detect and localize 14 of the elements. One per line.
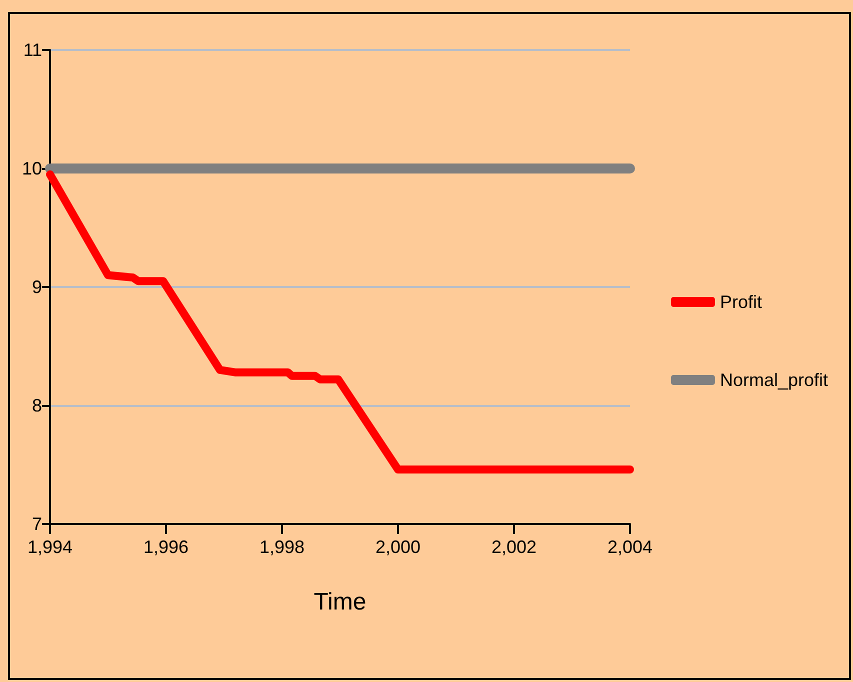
x-tick-label: 1,994 (27, 537, 73, 557)
legend-label: Profit (720, 292, 762, 312)
x-tick-label: 2,000 (375, 537, 421, 557)
y-tick-label: 9 (32, 277, 42, 297)
x-tick-label: 1,998 (259, 537, 305, 557)
x-tick-label: 1,996 (143, 537, 189, 557)
x-axis-title: Time (314, 588, 366, 616)
legend-label: Normal_profit (720, 370, 828, 390)
y-tick-label: 11 (23, 40, 42, 60)
y-tick-label: 10 (22, 158, 42, 178)
y-tick-label: 8 (32, 396, 42, 416)
x-tick-label: 2,004 (607, 537, 653, 557)
y-tick-label: 7 (32, 514, 42, 534)
x-tick-label: 2,002 (491, 537, 537, 557)
